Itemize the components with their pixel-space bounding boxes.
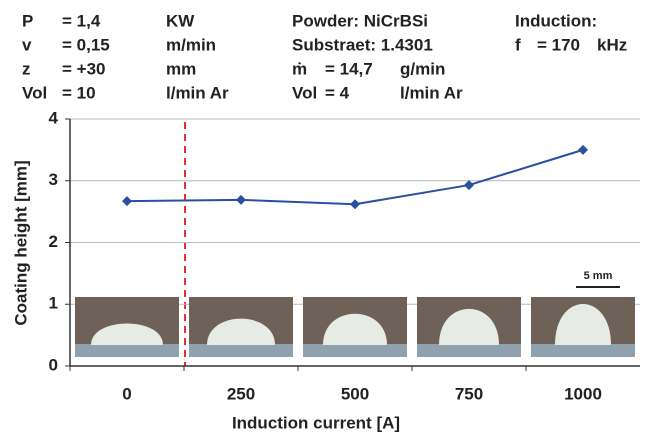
cross-section-image (417, 297, 521, 357)
image-substrate (189, 344, 293, 357)
parameter-text: l/min Ar (166, 83, 229, 102)
parameter-text: = 1,4 (62, 11, 101, 30)
image-substrate (531, 344, 635, 357)
y-tick-label: 0 (49, 355, 58, 374)
parameter-text: Substraet: 1.4301 (292, 35, 433, 54)
parameter-text: Vol (22, 83, 47, 102)
cross-section-image (531, 297, 635, 357)
cross-section-image (189, 297, 293, 357)
image-substrate (75, 344, 179, 357)
parameter-text: g/min (400, 59, 445, 78)
parameter-text: KW (166, 11, 195, 30)
parameter-text: = 14,7 (325, 59, 373, 78)
y-tick-label: 3 (49, 170, 58, 189)
parameter-text: = 10 (62, 83, 96, 102)
y-axis-label: Coating height [mm] (11, 160, 30, 325)
parameter-text: = 4 (325, 83, 350, 102)
parameter-text: l/min Ar (400, 83, 463, 102)
parameter-text: = 170 (537, 35, 580, 54)
parameter-text: P (22, 11, 33, 30)
scale-bar-label: 5 mm (584, 270, 613, 282)
image-substrate (417, 344, 521, 357)
cross-section-image (75, 297, 179, 357)
x-tick-label: 250 (227, 384, 255, 403)
parameter-text: Powder: NiCrBSi (292, 11, 428, 30)
image-substrate (303, 344, 407, 357)
parameter-text: f (515, 35, 521, 54)
chart: Induction current [A] Coating height [mm… (0, 0, 652, 437)
parameter-text: = 0,15 (62, 35, 110, 54)
y-tick-label: 4 (49, 108, 59, 127)
parameter-text: Vol (292, 83, 317, 102)
parameter-text: m/min (166, 35, 216, 54)
parameter-text: mm (166, 59, 196, 78)
x-tick-label: 500 (341, 384, 369, 403)
parameter-text: kHz (597, 35, 627, 54)
cross-section-image (303, 297, 407, 357)
x-tick-label: 0 (122, 384, 131, 403)
y-tick-label: 1 (49, 294, 58, 313)
parameter-text: Induction: (515, 11, 597, 30)
parameter-text: ṁ (292, 59, 307, 78)
x-tick-label: 750 (455, 384, 483, 403)
x-tick-label: 1000 (564, 384, 602, 403)
y-tick-label: 2 (49, 232, 58, 251)
x-axis-label: Induction current [A] (232, 413, 400, 432)
parameter-text: v (22, 35, 32, 54)
parameter-text: z (22, 59, 31, 78)
parameter-text: = +30 (62, 59, 106, 78)
